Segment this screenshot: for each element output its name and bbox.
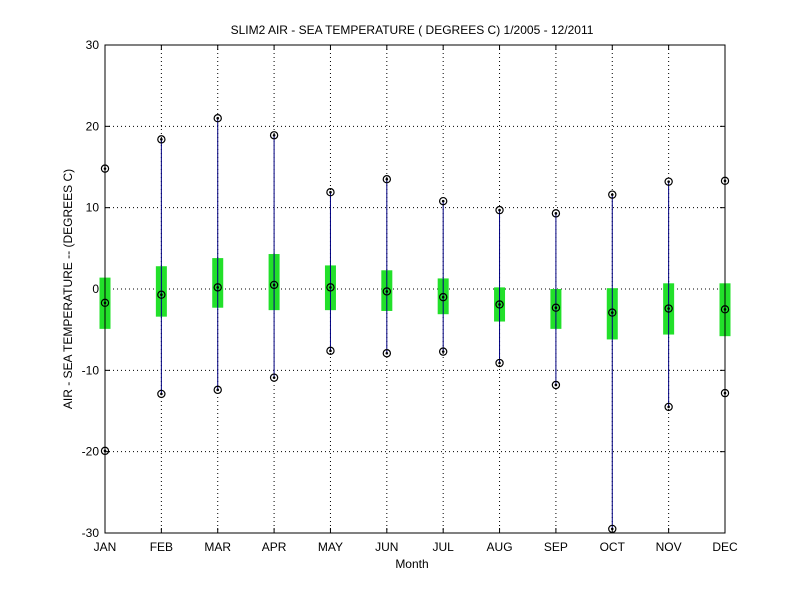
x-tick-label: APR [262,540,287,554]
min-marker-dot [441,350,445,353]
min-marker [213,385,222,395]
max-marker-dot [667,180,670,183]
x-tick-label: NOV [656,540,682,554]
y-tick-label: 20 [86,119,100,133]
data-marks [99,113,731,534]
x-axis-label: Month [395,557,428,571]
median-marker-dot [441,295,445,299]
min-marker-dot [216,388,220,392]
max-marker-dot [329,190,332,194]
median-marker [664,304,673,313]
y-tick-label: -10 [82,363,100,377]
median-marker-dot [498,303,501,306]
y-tick-label: 10 [86,201,100,215]
median-marker [438,292,448,302]
x-tick-label: SEP [544,540,568,554]
median-marker [157,290,166,299]
x-tick-label: FEB [150,540,173,554]
max-marker-dot [441,199,445,203]
median-marker-dot [610,311,614,314]
x-tick-label: AUG [487,540,513,554]
max-marker-dot [160,138,163,141]
min-marker-dot [385,351,389,355]
max-marker [495,205,504,215]
max-marker-dot [610,193,614,196]
max-marker [213,113,222,123]
y-tick-label: -20 [82,445,100,459]
max-marker [326,188,335,197]
max-marker [382,174,392,184]
min-marker-dot [554,383,558,387]
max-marker-dot [272,133,276,137]
max-marker-dot [216,116,220,120]
median-marker [213,283,222,292]
min-marker [157,389,166,399]
median-marker [608,308,617,317]
median-marker-dot [272,283,276,287]
min-marker [382,349,392,358]
min-marker-dot [610,527,614,531]
min-marker [495,358,504,368]
x-tick-labels: JAN FEB MAR APR MAY JUN JUL AUG SEP OCT NOV DEC [94,540,738,554]
y-tick-labels: 30 20 10 0 -10 -20 -30 [82,38,100,540]
median-marker [382,287,392,296]
median-marker [326,283,335,292]
min-marker [664,402,673,412]
chart-title: SLIM2 AIR - SEA TEMPERATURE ( DEGREES C)… [231,23,594,37]
min-marker-dot [160,392,163,396]
min-marker [269,373,279,382]
x-tick-label: JUN [375,540,398,554]
y-tick-label: 0 [92,282,99,296]
min-marker [326,346,335,356]
median-marker [551,303,561,312]
median-marker-dot [385,290,389,293]
median-marker-dot [216,286,220,289]
max-marker-dot [554,212,558,215]
min-marker-dot [272,376,276,379]
min-marker [551,380,561,390]
max-marker [608,190,617,199]
median-marker [495,300,504,309]
max-marker [551,209,561,218]
x-tick-label: MAR [204,540,231,554]
plot-frame [104,44,726,534]
min-marker-dot [498,361,501,365]
median-marker [269,280,279,290]
median-marker-dot [554,306,558,310]
median-marker-dot [329,286,332,289]
x-tick-label: JAN [94,540,117,554]
x-tick-label: JUL [433,540,455,554]
min-marker [438,347,448,356]
min-marker-dot [667,405,670,409]
y-tick-label: 30 [86,38,100,52]
y-tick-label: -30 [82,526,100,540]
max-marker-dot [385,177,389,181]
x-tick-label: OCT [600,540,626,554]
x-tick-label: DEC [712,540,738,554]
max-marker [664,177,673,186]
x-tick-label: MAY [318,540,343,554]
max-marker [157,135,166,144]
median-marker-dot [160,293,163,296]
min-marker-dot [329,349,332,353]
max-marker-dot [498,208,501,212]
median-marker-dot [667,307,670,310]
max-marker [269,131,279,140]
y-axis-label: AIR - SEA TEMPERATURE -- (DEGREES C) [61,169,75,409]
max-marker [438,196,448,206]
